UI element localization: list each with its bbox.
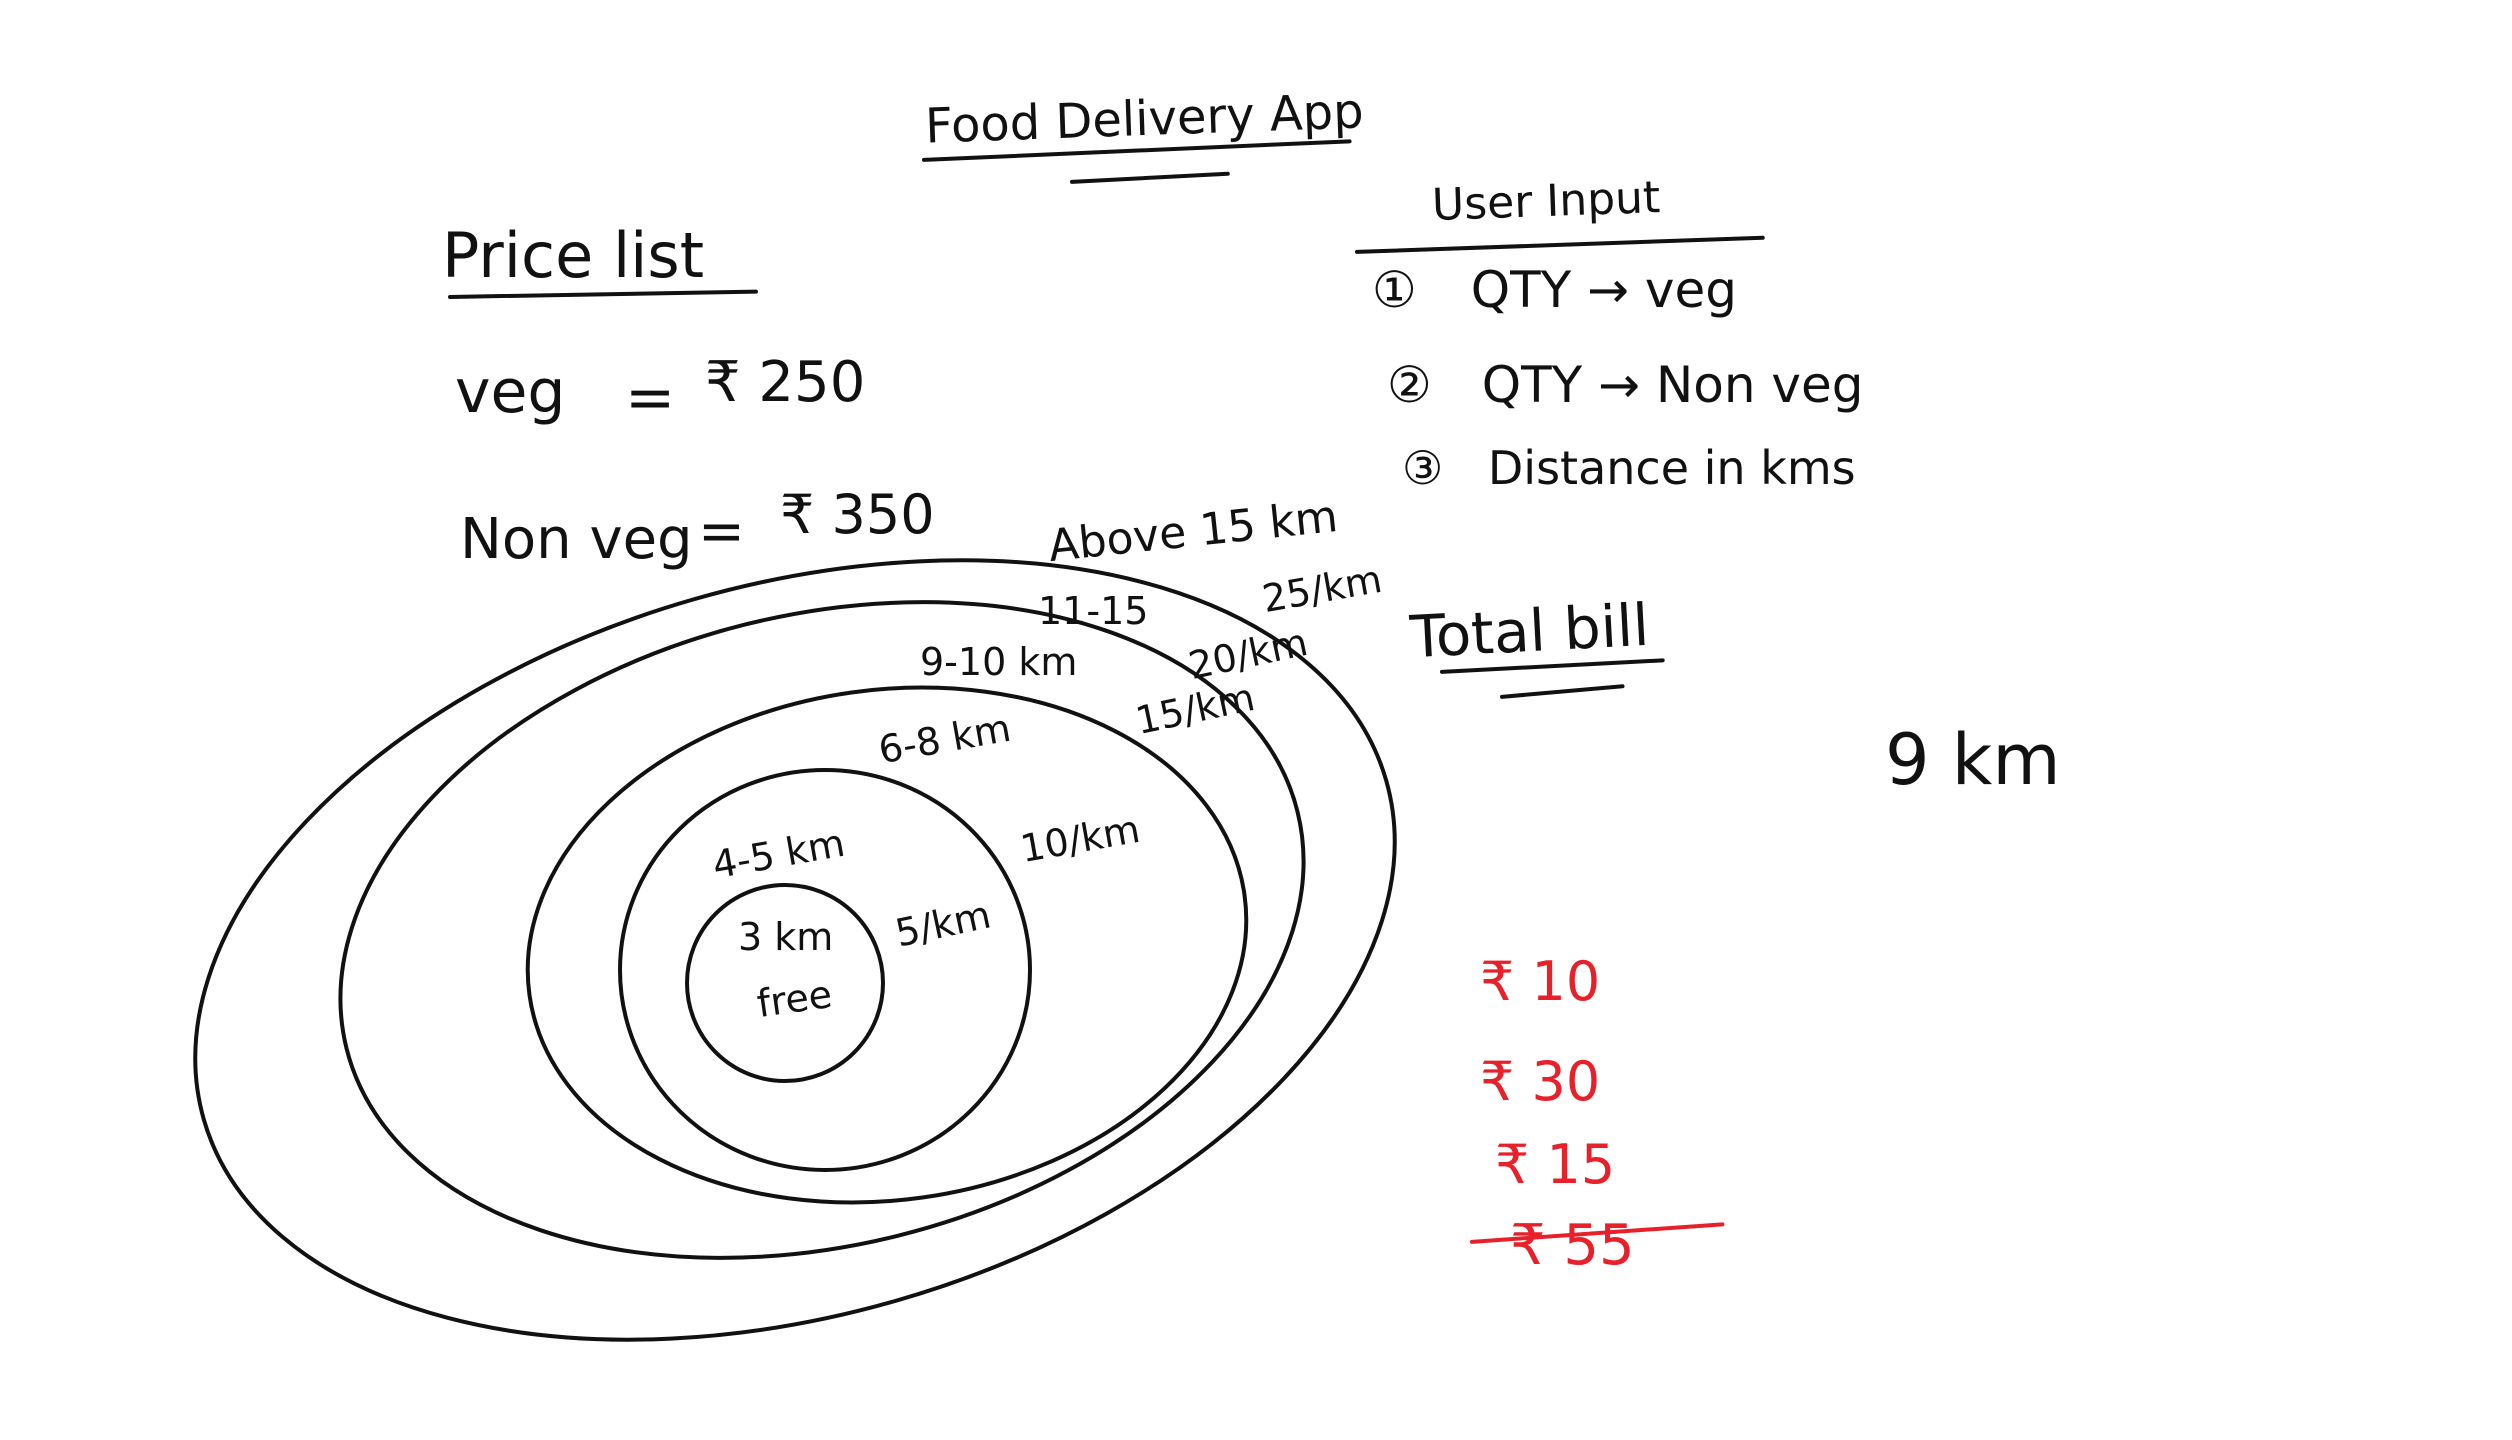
- ring-above-15km: [193, 558, 1397, 1342]
- bill-total: ₹ 55: [1510, 1213, 1635, 1278]
- ring-6-8km: [618, 768, 1032, 1172]
- item-1-number: ①: [1372, 261, 1417, 319]
- veg-equals: =: [625, 363, 676, 433]
- item-1-text: QTY → veg: [1470, 261, 1737, 319]
- bill-line-1: ₹ 10: [1480, 950, 1601, 1013]
- item-2-text: QTY → Non veg: [1481, 356, 1864, 414]
- veg-label: veg: [455, 357, 566, 427]
- zone-3km-range: 3 km: [738, 915, 834, 959]
- bill-line-3: ₹ 15: [1495, 1133, 1616, 1196]
- nonveg-label: Non veg: [460, 507, 693, 572]
- zone-3km-note: free: [754, 971, 835, 1027]
- bill-line-2: ₹ 30: [1480, 1050, 1601, 1113]
- ring-4-5km: [685, 883, 885, 1083]
- nonveg-equals: =: [698, 499, 745, 564]
- user-input-item-1: ① QTY → veg: [1372, 265, 1737, 315]
- ring-11-15km: [338, 600, 1306, 1260]
- distance-value: 9 km: [1885, 719, 2061, 801]
- item-3-text: Distance in kms: [1487, 441, 1856, 495]
- nonveg-price: ₹ 350: [780, 483, 935, 546]
- zone-11-15km-range: 11-15: [1038, 589, 1149, 633]
- zone-9-10km-range: 9-10 km: [920, 640, 1078, 684]
- price-list-heading: Price list: [442, 219, 705, 292]
- item-3-number: ③: [1402, 441, 1444, 495]
- ring-9-10km: [525, 685, 1249, 1205]
- user-input-item-2: ② QTY → Non veg: [1387, 360, 1864, 410]
- user-input-item-3: ③ Distance in kms: [1402, 445, 1856, 491]
- item-2-number: ②: [1387, 356, 1432, 414]
- veg-price: ₹ 250: [705, 350, 866, 415]
